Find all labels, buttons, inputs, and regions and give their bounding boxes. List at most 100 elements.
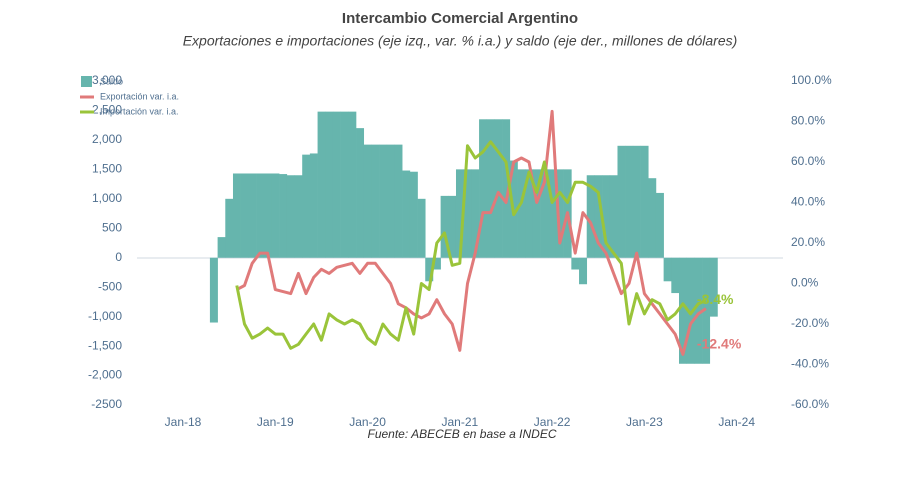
bar (455, 169, 464, 258)
y-tick-label: -2500 (91, 397, 122, 411)
bar (317, 111, 326, 258)
bar (548, 169, 557, 258)
bar (471, 169, 480, 258)
bar (648, 178, 657, 258)
bar (279, 174, 288, 258)
bar (617, 145, 626, 258)
bar (502, 119, 511, 258)
bar (655, 192, 664, 258)
bar (263, 173, 272, 258)
bar (440, 195, 449, 258)
bar (671, 257, 680, 294)
bar (294, 175, 303, 258)
y2-tick-label: 80.0% (791, 114, 825, 128)
bar (594, 175, 603, 258)
bar (540, 169, 549, 258)
bar (579, 257, 588, 285)
chart-title: Intercambio Comercial Argentino (342, 10, 578, 27)
bar (555, 169, 564, 258)
y2-tick-label: -20.0% (791, 316, 829, 330)
bar (632, 145, 641, 258)
y-tick-label: 500 (102, 220, 122, 234)
bar (402, 170, 411, 258)
line (236, 109, 707, 356)
bar (663, 257, 672, 282)
bar (709, 257, 718, 317)
bar (517, 169, 526, 258)
y2-tick-label: 40.0% (791, 195, 825, 209)
bar (417, 198, 426, 258)
y2-tick-label: -40.0% (791, 357, 829, 371)
marks: -12.4% -8.4% (209, 109, 742, 364)
bar (394, 144, 403, 258)
bar (232, 173, 241, 258)
y-tick-label: 0 (115, 250, 122, 264)
bar (302, 154, 311, 258)
bar (348, 111, 357, 258)
y-tick-label: 1,000 (92, 191, 122, 205)
x-tick-label: Jan-21 (441, 415, 478, 429)
x-tick-label: Jan-19 (257, 415, 294, 429)
bar (271, 173, 280, 258)
bar (609, 175, 618, 258)
bar (332, 111, 341, 258)
bar (586, 175, 595, 258)
bar (240, 173, 249, 258)
bar (686, 257, 695, 364)
x-tick-label: Jan-20 (349, 415, 386, 429)
bar (448, 195, 457, 258)
y-tick-label: 2,000 (92, 132, 122, 146)
bar (325, 111, 334, 258)
bar (371, 144, 380, 258)
bar (463, 169, 472, 258)
source: Fuente: ABECEB en base a INDEC (368, 427, 557, 441)
bar (379, 144, 388, 258)
bar (356, 128, 365, 258)
bar (217, 237, 226, 258)
x-tick-label: Jan-22 (534, 415, 571, 429)
bar (225, 198, 234, 258)
bar (209, 257, 218, 323)
bar (679, 257, 687, 364)
bar (309, 153, 318, 258)
legend-label: Exportación var. i.a. (100, 91, 179, 101)
y-tick-label: -1,000 (88, 309, 122, 323)
x-tick-label: Jan-18 (165, 415, 202, 429)
x-tick-label: Jan-24 (718, 415, 755, 429)
bar (525, 169, 534, 258)
x-tick-label: Jan-23 (626, 415, 663, 429)
bar (694, 257, 703, 364)
bar (248, 173, 257, 258)
line (235, 140, 707, 350)
bar (286, 175, 295, 258)
legend-label: Importación var. i.a. (100, 106, 179, 116)
y-tick-label: 2,500 (92, 103, 122, 117)
bar (363, 144, 372, 258)
bar (340, 111, 349, 258)
y-tick-label: -2,000 (88, 368, 122, 382)
y2-tick-label: 100.0% (791, 73, 832, 87)
bar (494, 119, 503, 258)
bar (602, 175, 611, 258)
bar (432, 257, 441, 270)
legend-swatch (81, 76, 92, 87)
bar (571, 257, 580, 270)
bar (625, 145, 634, 258)
y2-tick-label: 60.0% (791, 154, 825, 168)
bar (479, 119, 488, 258)
bar (386, 144, 395, 258)
data-label: -12.4% (697, 335, 742, 351)
bar (256, 173, 265, 258)
legend-label: Saldo (100, 76, 123, 86)
y2-tick-label: 20.0% (791, 235, 825, 249)
data-label: -8.4% (697, 291, 734, 307)
y2-tick-label: -60.0% (791, 397, 829, 411)
bar (425, 257, 434, 282)
bar (409, 171, 418, 258)
bar (640, 145, 649, 258)
y-tick-label: -500 (98, 279, 122, 293)
bar (486, 119, 495, 258)
y2-tick-label: 0.0% (791, 276, 819, 290)
bar (702, 257, 711, 364)
